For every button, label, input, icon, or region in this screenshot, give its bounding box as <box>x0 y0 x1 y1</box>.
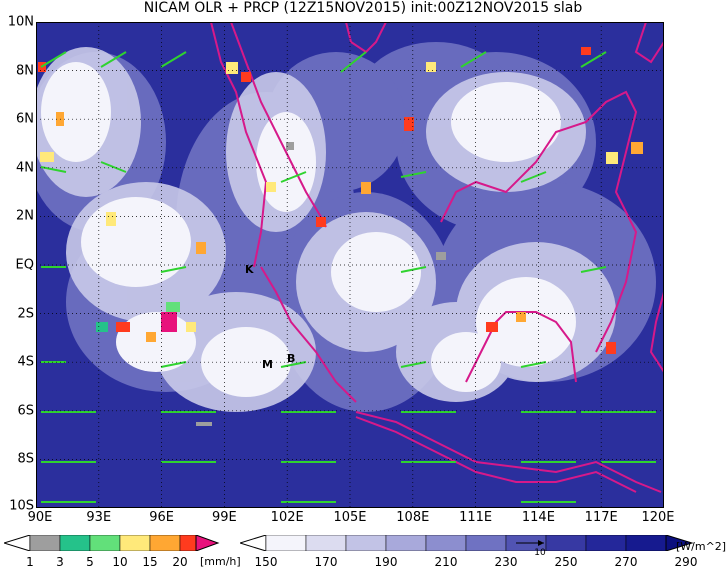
ytick: 2S <box>17 306 34 322</box>
ytick: 8S <box>17 451 34 467</box>
vector-ref-arrowhead <box>538 540 544 546</box>
ytick: 8N <box>16 63 34 79</box>
precip-cb-unit: [mm/h] <box>200 555 241 568</box>
xtick: 102E <box>270 510 304 525</box>
olr-coldest-cloud <box>41 62 576 397</box>
ytick: 6S <box>17 403 34 419</box>
marker-k: K <box>245 263 254 276</box>
olr-cb-label: 190 <box>374 555 398 569</box>
xtick: 93E <box>86 510 112 525</box>
olr-cb-unit: [W/m^2] <box>676 540 726 553</box>
precip-cb-label: 20 <box>172 555 188 569</box>
graticule <box>36 22 664 508</box>
precip-cb-swatch <box>59 535 91 551</box>
xtick: 108E <box>396 510 430 525</box>
wind-vectors <box>40 51 656 503</box>
coastlines <box>210 22 664 493</box>
precip-colorbar <box>4 535 220 551</box>
map-frame <box>36 22 664 508</box>
ytick: 4S <box>17 354 34 370</box>
olr-cb-swatch <box>625 535 667 551</box>
xtick: 99E <box>212 510 237 525</box>
xtick: 120E <box>641 510 675 525</box>
olr-cb-label: 290 <box>674 555 698 569</box>
olr-cb-swatch <box>545 535 587 551</box>
xtick: 96E <box>149 510 174 525</box>
olr-cb-label: 230 <box>494 555 518 569</box>
olr-colorbar <box>240 535 694 551</box>
olr-precip-map <box>36 22 664 508</box>
precip-cb-label: 1 <box>26 555 34 569</box>
olr-cb-swatch <box>425 535 467 551</box>
precip-cb-swatch <box>29 535 61 551</box>
olr-cb-label: 150 <box>254 555 278 569</box>
precip-cb-swatch <box>179 535 197 551</box>
xtick: 117E <box>584 510 618 525</box>
ytick: 4N <box>16 160 34 176</box>
olr-cb-left-arrow <box>240 535 267 551</box>
map-title: NICAM OLR + PRCP (12Z15NOV2015) init:00Z… <box>143 0 583 16</box>
olr-cb-swatch <box>385 535 427 551</box>
xtick: 105E <box>333 510 367 525</box>
olr-cb-label: 270 <box>614 555 638 569</box>
precip-cb-label: 15 <box>142 555 158 569</box>
precip-cb-right-arrow <box>195 535 220 551</box>
olr-cb-label: 250 <box>554 555 578 569</box>
olr-cb-swatch <box>305 535 347 551</box>
ytick: EQ <box>15 257 34 273</box>
marker-b: B <box>287 352 296 365</box>
olr-cb-right-arrow <box>665 535 694 551</box>
olr-cb-swatch <box>585 535 627 551</box>
xtick: 114E <box>521 510 555 525</box>
vector-ref-label: 10 <box>534 548 546 558</box>
xtick: 111E <box>459 510 493 525</box>
precip-cb-left-arrow <box>4 535 31 551</box>
ytick: 6N <box>16 111 34 127</box>
ytick: 10S <box>9 498 34 514</box>
olr-cb-label: 170 <box>314 555 338 569</box>
olr-cb-swatch <box>265 535 307 551</box>
precip-cb-swatch <box>89 535 121 551</box>
precip-cb-label: 10 <box>112 555 128 569</box>
olr-cb-label: 210 <box>434 555 458 569</box>
olr-cb-swatch <box>345 535 387 551</box>
ytick: 2N <box>16 208 34 224</box>
precip-cb-swatch <box>149 535 181 551</box>
xtick: 90E <box>27 510 53 525</box>
precip-cb-swatch <box>119 535 151 551</box>
precip-cb-label: 5 <box>86 555 94 569</box>
marker-m: M <box>262 358 273 371</box>
precip-cb-label: 3 <box>56 555 64 569</box>
ytick: 10N <box>7 14 34 30</box>
olr-cb-swatch <box>465 535 507 551</box>
